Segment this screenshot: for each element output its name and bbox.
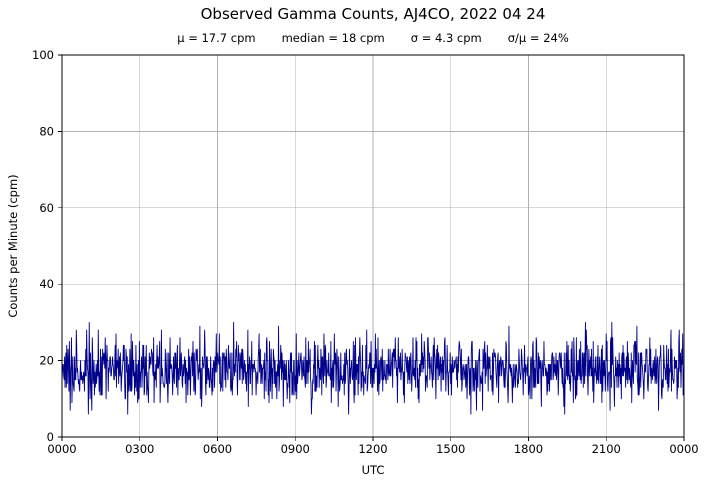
chart-stats-line: μ = 17.7 cpm median = 18 cpm σ = 4.3 cpm… — [41, 31, 705, 45]
stat-mean: μ = 17.7 cpm — [177, 31, 256, 45]
x-tick-label: 0900 — [281, 442, 310, 456]
stat-median: median = 18 cpm — [281, 31, 385, 45]
stat-sigma: σ = 4.3 cpm — [410, 31, 482, 45]
x-tick-label: 0600 — [203, 442, 232, 456]
y-tick-label: 60 — [39, 201, 54, 215]
x-tick-label: 1500 — [436, 442, 465, 456]
y-tick-label: 40 — [39, 277, 54, 291]
y-tick-label: 100 — [32, 48, 54, 62]
x-tick-label: 0300 — [125, 442, 154, 456]
y-axis-label: Counts per Minute (cpm) — [6, 174, 20, 317]
gamma-counts-line — [61, 321, 685, 415]
x-tick-label: 2100 — [592, 442, 621, 456]
x-tick-label: 0000 — [669, 442, 698, 456]
x-tick-label: 0000 — [47, 442, 76, 456]
x-axis-label: UTC — [362, 463, 385, 477]
y-tick-label: 20 — [39, 354, 54, 368]
y-tick-label: 80 — [39, 124, 54, 138]
chart-title: Observed Gamma Counts, AJ4CO, 2022 04 24 — [200, 5, 546, 23]
stat-sigma-over-mu: σ/μ = 24% — [507, 31, 569, 45]
y-tick-label: 0 — [47, 430, 54, 444]
x-tick-label: 1200 — [358, 442, 387, 456]
x-tick-label: 1800 — [514, 442, 543, 456]
